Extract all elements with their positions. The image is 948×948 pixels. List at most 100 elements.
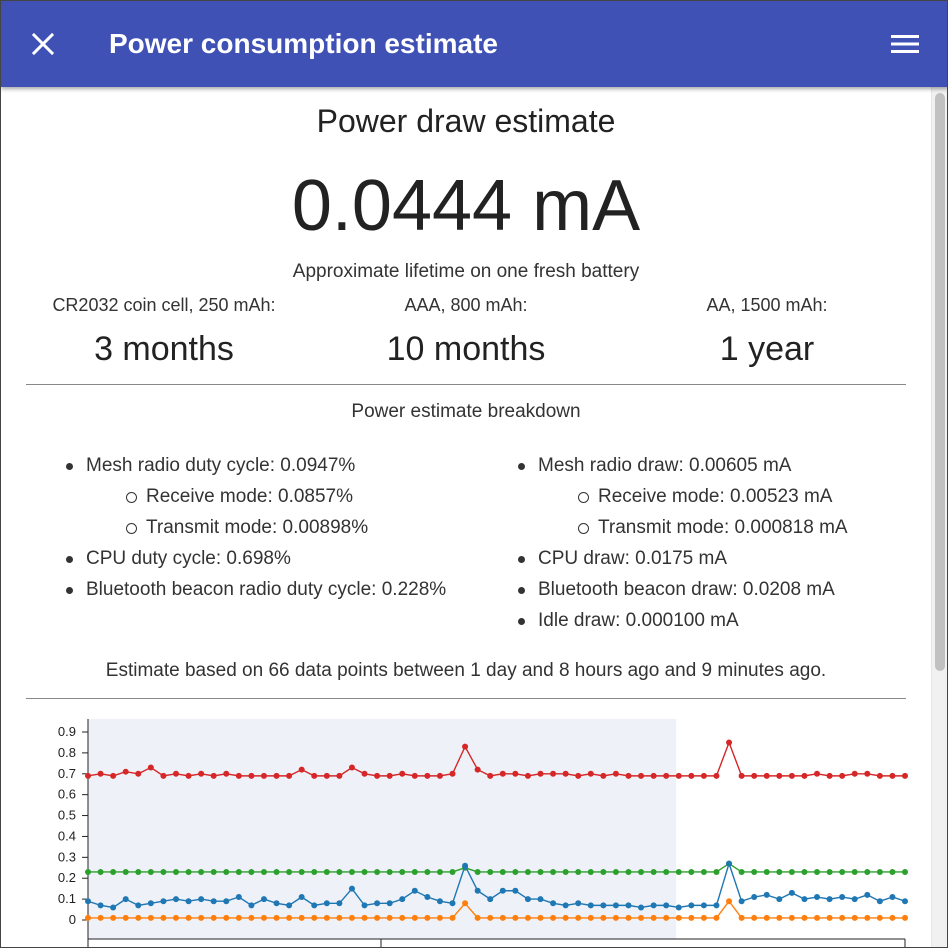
- chart-data-point: [801, 772, 808, 779]
- chart-data-point: [374, 900, 381, 907]
- chart-data-point: [474, 887, 481, 894]
- chart-data-point: [424, 868, 431, 875]
- chart-data-point: [97, 902, 104, 909]
- chart-data-point: [776, 772, 783, 779]
- chart-data-point: [788, 868, 795, 875]
- chart-data-point: [135, 902, 142, 909]
- chart-data-point: [399, 770, 406, 777]
- chart-data-point: [235, 772, 242, 779]
- chart-data-point: [650, 914, 657, 921]
- chart-data-point: [361, 868, 368, 875]
- chart-data-point: [663, 902, 670, 909]
- chart-data-point: [286, 868, 293, 875]
- chart-data-point: [323, 772, 330, 779]
- chart-data-point: [814, 894, 821, 901]
- chart-y-tick-label: 0.7: [58, 766, 76, 781]
- chart-data-point: [260, 896, 267, 903]
- chart-data-point: [499, 770, 506, 777]
- chart-data-point: [738, 914, 745, 921]
- battery-aa: AA, 1500 mAh: 1 year: [617, 293, 917, 371]
- divider: [26, 384, 906, 385]
- chart-data-point: [198, 914, 205, 921]
- chart-data-point: [738, 868, 745, 875]
- chart-data-point: [575, 772, 582, 779]
- chart-data-point: [700, 868, 707, 875]
- power-chart[interactable]: 0 0.1 0.2 0.3 0.4 0.5 0.6 0.7 0.8 0.9: [1, 707, 931, 948]
- power-draw-value: 0.0444 mA: [291, 166, 641, 246]
- chart-data-point: [751, 868, 758, 875]
- chart-data-point: [223, 898, 230, 905]
- chart-data-point: [587, 902, 594, 909]
- chart-data-point: [449, 900, 456, 907]
- chart-data-point: [763, 914, 770, 921]
- chart-data-point: [524, 896, 531, 903]
- chart-data-point: [826, 914, 833, 921]
- chart-data-point: [386, 868, 393, 875]
- chart-data-point: [663, 914, 670, 921]
- chart-data-point: [436, 898, 443, 905]
- chart-data-point: [273, 772, 280, 779]
- battery-lifetime: 3 months: [94, 330, 234, 368]
- chart-data-point: [160, 868, 167, 875]
- chart-data-point: [625, 868, 632, 875]
- chart-data-point: [135, 868, 142, 875]
- chart-data-point: [600, 868, 607, 875]
- chart-data-point: [474, 868, 481, 875]
- chart-data-point: [85, 914, 91, 921]
- chart-data-point: [600, 772, 607, 779]
- battery-label: AAA, 800 mAh:: [404, 295, 528, 315]
- scrollbar-thumb[interactable]: [935, 93, 945, 671]
- chart-data-point: [537, 896, 544, 903]
- chart-data-point: [700, 772, 707, 779]
- chart-data-point: [399, 868, 406, 875]
- battery-label: AA, 1500 mAh:: [706, 295, 828, 315]
- close-button[interactable]: [23, 24, 63, 64]
- battery-aaa: AAA, 800 mAh: 10 months: [316, 293, 616, 371]
- chart-data-point: [876, 898, 883, 905]
- chart-data-point: [147, 914, 154, 921]
- list-item: Idle draw: 0.000100 mA: [518, 605, 928, 636]
- chart-data-point: [675, 868, 682, 875]
- chart-data-point: [323, 868, 330, 875]
- chart-data-point: [298, 914, 305, 921]
- chart-data-point: [311, 772, 318, 779]
- chart-data-point: [273, 868, 280, 875]
- chart-data-point: [411, 914, 418, 921]
- chart-data-point: [625, 914, 632, 921]
- chart-data-point: [185, 868, 192, 875]
- chart-data-point: [424, 914, 431, 921]
- chart-data-point: [776, 868, 783, 875]
- chart-data-point: [147, 764, 154, 771]
- chart-data-point: [135, 770, 142, 777]
- chart-data-point: [449, 770, 456, 777]
- chart-data-point: [675, 772, 682, 779]
- chart-data-point: [889, 772, 896, 779]
- chart-data-point: [399, 914, 406, 921]
- chart-data-point: [185, 898, 192, 905]
- chart-data-point: [902, 772, 908, 779]
- chart-data-point: [436, 772, 443, 779]
- chart-data-point: [374, 868, 381, 875]
- list-item: CPU duty cycle: 0.698%: [66, 543, 466, 574]
- chart-data-point: [814, 868, 821, 875]
- chart-data-point: [902, 898, 908, 905]
- chart-data-point: [499, 868, 506, 875]
- chart-data-point: [512, 887, 519, 894]
- menu-button[interactable]: [885, 24, 925, 64]
- chart-data-point: [160, 898, 167, 905]
- chart-data-point: [612, 770, 619, 777]
- scrollbar[interactable]: [931, 87, 947, 947]
- main-content: Power draw estimate 0.0444 mA Approximat…: [1, 87, 931, 948]
- chart-data-point: [550, 914, 557, 921]
- chart-data-point: [336, 914, 343, 921]
- chart-data-point: [336, 900, 343, 907]
- chart-data-point: [713, 902, 720, 909]
- estimate-title: Power draw estimate: [316, 103, 616, 139]
- close-icon: [32, 33, 54, 55]
- chart-data-point: [650, 902, 657, 909]
- chart-data-point: [411, 887, 418, 894]
- chart-data-point: [386, 772, 393, 779]
- chart-data-point: [587, 770, 594, 777]
- chart-data-point: [512, 868, 519, 875]
- chart-data-point: [374, 914, 381, 921]
